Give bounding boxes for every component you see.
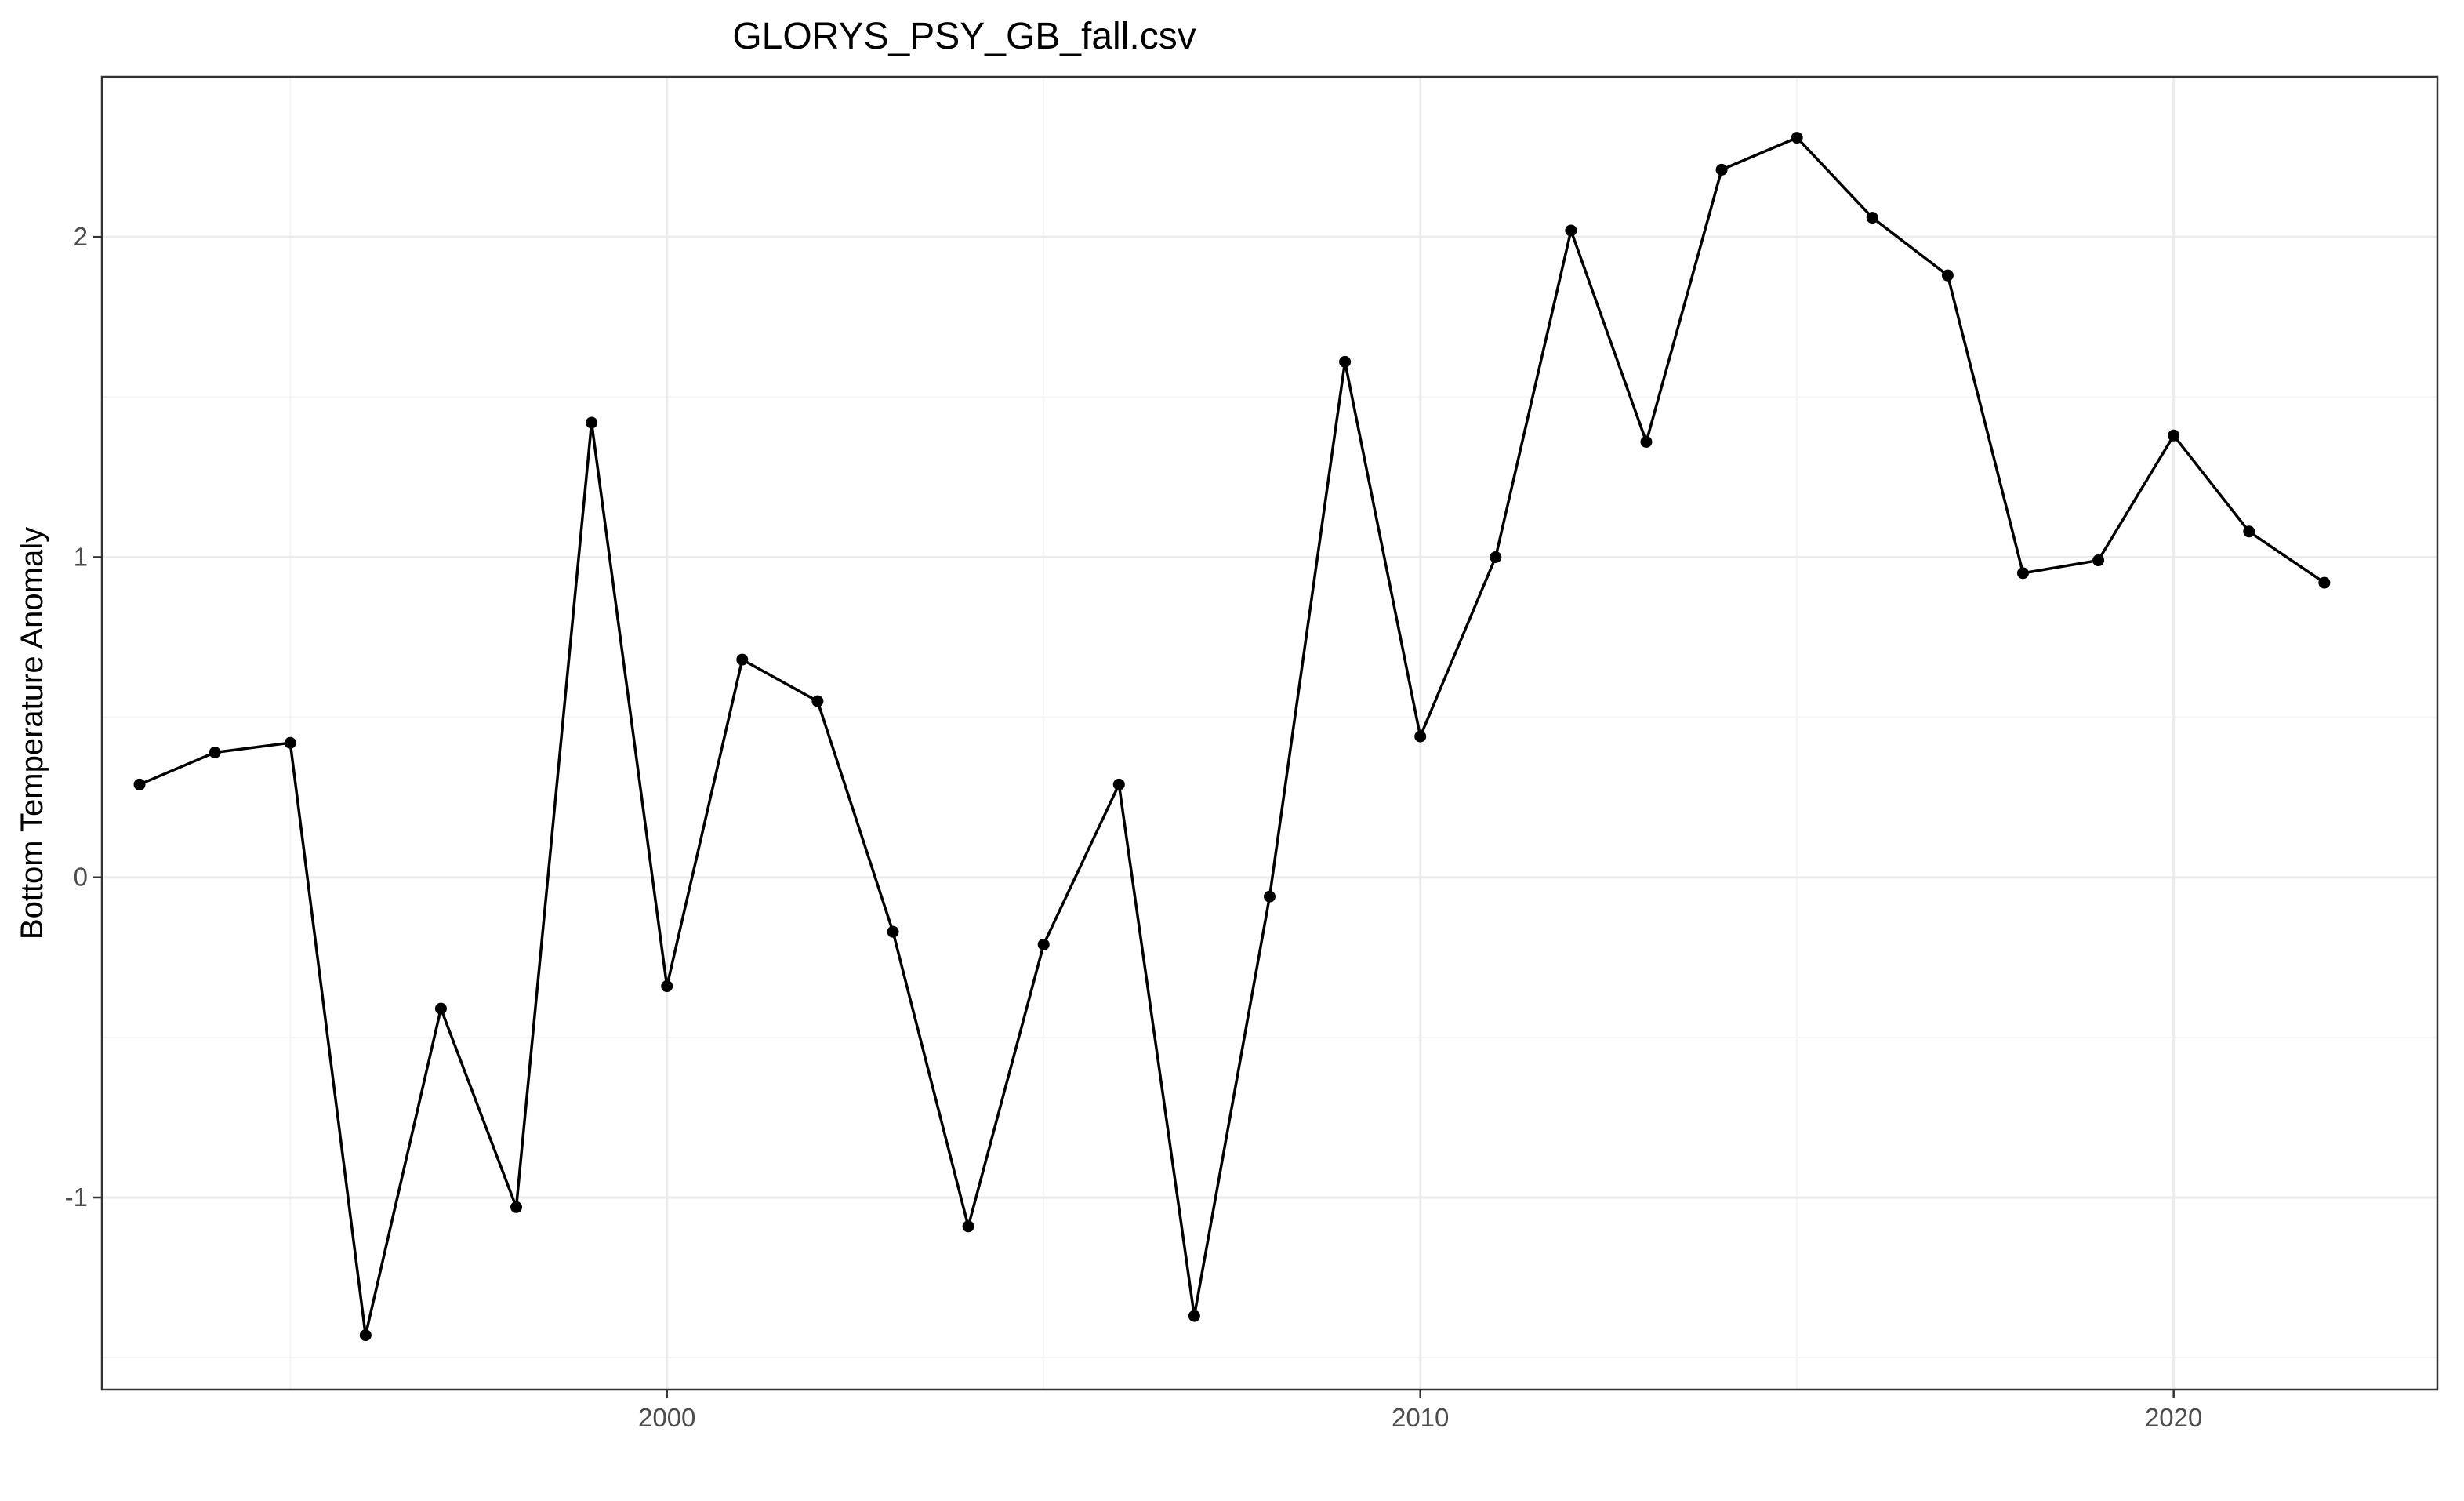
y-tick-label: 1	[74, 542, 88, 571]
minor-gridlines	[102, 77, 2437, 1390]
data-point	[2092, 554, 2105, 567]
data-point	[133, 778, 146, 790]
data-point	[359, 1329, 372, 1342]
data-point	[1941, 269, 1954, 282]
data-point	[209, 746, 221, 758]
y-tick-label: 2	[74, 222, 88, 251]
data-point	[1640, 435, 1653, 448]
series-line	[139, 136, 2325, 1337]
data-point	[1715, 163, 1728, 176]
data-point	[434, 1002, 447, 1015]
y-tick-label: 0	[74, 863, 88, 892]
data-point	[2168, 429, 2180, 442]
data-point	[586, 416, 598, 429]
x-tick-label: 2020	[2145, 1403, 2202, 1432]
data-point	[661, 980, 673, 993]
data-point	[736, 653, 749, 666]
data-point	[1414, 730, 1427, 743]
data-point	[887, 925, 899, 938]
data-point	[2243, 525, 2255, 538]
x-tick-label: 2010	[1392, 1403, 1449, 1432]
data-point	[284, 736, 296, 749]
data-point	[1264, 890, 1276, 903]
data-point	[510, 1201, 523, 1213]
axis-ticks: 2000 2010 2020 -1 0 1 2	[65, 222, 2203, 1432]
chart-title: GLORYS_PSY_GB_fall.csv	[732, 16, 1196, 57]
series-layer	[133, 132, 2331, 1342]
data-point	[1565, 224, 1577, 237]
data-point	[1791, 132, 1803, 144]
y-tick-label: -1	[65, 1183, 88, 1212]
data-point	[1339, 355, 1352, 368]
data-point	[811, 695, 824, 707]
y-axis-title: Bottom Temperature Anomaly	[15, 527, 49, 939]
data-point	[962, 1220, 974, 1233]
data-point	[1112, 778, 1125, 790]
x-tick-label: 2000	[638, 1403, 695, 1432]
major-gridlines	[102, 77, 2437, 1390]
data-point	[1866, 212, 1878, 224]
panel-border	[100, 75, 2439, 1391]
data-point	[1037, 938, 1050, 950]
data-point	[1490, 551, 1502, 563]
data-point	[2318, 576, 2331, 589]
data-point	[2016, 567, 2029, 580]
data-point	[1188, 1310, 1200, 1322]
